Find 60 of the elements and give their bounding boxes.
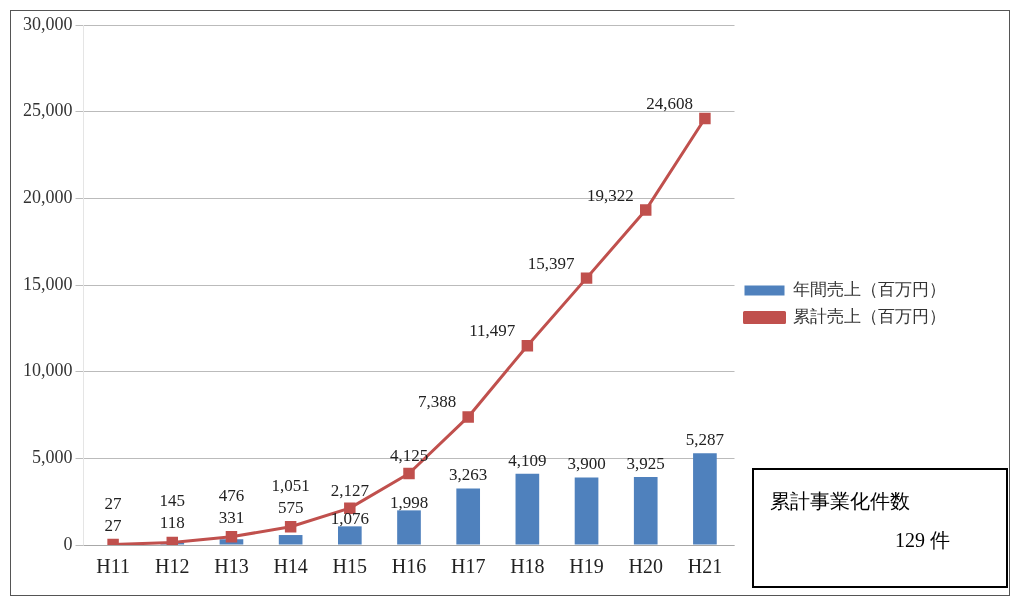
- point: [580, 272, 593, 284]
- y-tick-label: 0: [63, 533, 73, 554]
- bar: [633, 476, 658, 545]
- data-label: 2,127: [330, 481, 370, 501]
- data-label: 15,397: [527, 253, 576, 273]
- data-label: 4,125: [389, 446, 429, 466]
- bar: [574, 477, 599, 545]
- x-tick-label: H17: [450, 555, 486, 578]
- x-tick-label: H15: [332, 555, 368, 578]
- y-tick-label: 25,000: [23, 100, 73, 121]
- x-tick-label: H14: [273, 555, 308, 578]
- y-tick-label: 30,000: [23, 13, 73, 34]
- data-label: 5,287: [685, 430, 725, 450]
- y-tick-label: 10,000: [23, 360, 73, 381]
- data-label: 19,322: [586, 185, 634, 205]
- x-tick-label: H16: [391, 555, 427, 578]
- y-tick-label: 5,000: [32, 447, 73, 468]
- data-label: 575: [277, 497, 304, 517]
- point: [344, 502, 356, 514]
- legend-label: 累計売上（百万円）: [793, 305, 946, 326]
- data-label: 3,925: [626, 453, 665, 473]
- data-label: 4,109: [508, 450, 547, 470]
- data-label: 331: [218, 507, 245, 527]
- legend-label: 年間売上（百万円）: [793, 278, 946, 299]
- point: [403, 467, 415, 480]
- y-tick-label: 15,000: [23, 273, 73, 294]
- x-tick-label: H11: [96, 555, 130, 578]
- data-label: 3,263: [449, 465, 488, 485]
- point: [284, 521, 297, 533]
- data-label: 27: [104, 493, 123, 513]
- bar: [278, 535, 303, 545]
- bar: [693, 453, 717, 545]
- data-label: 145: [159, 491, 186, 511]
- text-box: 累計事業化件数 129 件: [752, 468, 1008, 588]
- x-tick-label: H19: [569, 555, 604, 578]
- bar: [456, 488, 481, 545]
- bar: [515, 473, 540, 545]
- data-label: 7,388: [417, 392, 457, 412]
- point: [639, 204, 652, 216]
- point: [521, 339, 534, 352]
- bar: [337, 526, 362, 545]
- data-label: 11,497: [469, 321, 516, 341]
- bar: [397, 510, 421, 545]
- point: [462, 411, 474, 423]
- data-label: 118: [159, 513, 185, 533]
- data-label: 476: [218, 485, 245, 505]
- y-tick-label: 20,000: [23, 187, 73, 208]
- x-tick-label: H20: [628, 555, 663, 578]
- data-label: 24,608: [646, 93, 693, 113]
- data-label: 1,051: [271, 475, 310, 495]
- data-label: 1,076: [330, 509, 369, 529]
- x-tick-label: H13: [214, 555, 249, 578]
- data-label: 27: [104, 515, 123, 535]
- data-label: 1,998: [389, 493, 429, 513]
- x-tick-label: H18: [510, 555, 545, 578]
- point: [699, 112, 711, 125]
- x-tick-label: H21: [687, 555, 723, 578]
- x-tick-label: H12: [155, 555, 190, 578]
- point: [225, 531, 238, 543]
- data-label: 3,900: [567, 454, 606, 474]
